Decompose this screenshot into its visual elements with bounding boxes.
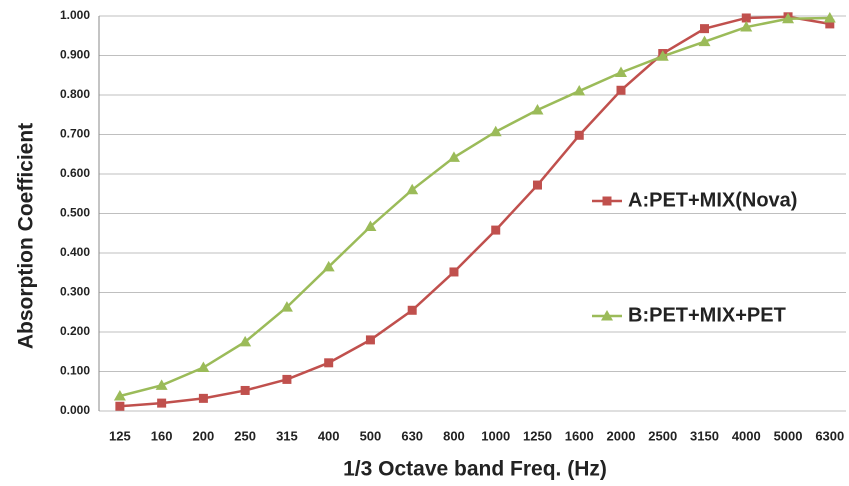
marker [280,301,293,312]
marker [406,183,419,195]
x-tick-label: 315 [276,428,298,443]
marker [197,361,210,373]
marker [573,85,586,96]
marker [615,66,627,77]
marker [823,11,836,23]
marker [198,393,208,403]
marker [741,13,751,23]
y-tick-label: 0.100 [60,364,90,378]
legend-label: B:PET+MIX+PET [628,304,786,326]
series-line [119,16,830,398]
y-tick-label: 0.700 [60,127,90,141]
y-tick-label: 0.300 [60,285,90,299]
marker [656,50,669,61]
y-tick-label: 0.000 [60,403,90,417]
x-tick-label: 160 [151,428,173,443]
x-tick-label: 200 [193,428,215,443]
marker [239,335,252,347]
y-tick-label: 0.200 [60,324,90,338]
x-tick-label: 1000 [481,428,510,443]
legend-label: A:PET+MIX(Nova) [628,189,797,211]
marker [365,335,375,345]
marker [447,151,460,162]
x-tick-label: 250 [234,428,256,443]
marker [491,225,501,235]
marker [449,267,459,277]
x-tick-label: 3150 [690,428,719,443]
marker [282,374,292,384]
marker [157,398,167,408]
marker [574,130,584,140]
y-tick-label: 0.500 [60,206,90,220]
y-tick-label: 0.600 [60,166,90,180]
marker [700,24,710,34]
series-line [119,15,831,408]
marker [407,305,417,315]
x-tick-label: 2500 [648,428,677,443]
marker [113,389,126,401]
x-tick-label: 4000 [732,428,761,443]
marker [532,180,542,190]
marker [602,196,612,206]
x-tick-label: 2000 [607,428,636,443]
marker [322,260,335,272]
marker [531,104,544,115]
x-tick-label: 1250 [523,428,552,443]
x-tick-label: 500 [360,428,382,443]
y-axis-title: Absorption Coefficient [15,123,38,349]
x-tick-label: 800 [443,428,465,443]
marker [240,385,250,395]
marker [115,401,125,411]
marker [825,19,835,29]
marker [616,85,626,95]
y-tick-label: 0.900 [60,48,90,62]
x-tick-label: 400 [318,428,340,443]
marker [324,358,334,368]
marker [155,379,168,390]
marker [364,220,377,232]
x-tick-label: 6300 [815,428,844,443]
x-tick-label: 630 [401,428,423,443]
marker [489,125,502,137]
x-axis-title: 1/3 Octave band Freq. (Hz) [343,458,607,481]
marker [601,310,613,321]
y-tick-label: 0.800 [60,87,90,101]
marker [740,21,753,32]
y-tick-label: 0.400 [60,245,90,259]
marker [782,12,795,24]
x-tick-label: 5000 [774,428,803,443]
y-tick-label: 1.000 [60,8,90,22]
x-tick-label: 125 [109,428,131,443]
marker [698,35,711,47]
x-tick-label: 1600 [565,428,594,443]
